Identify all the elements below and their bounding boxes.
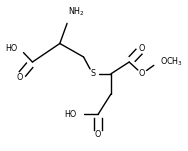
- Text: S: S: [90, 69, 95, 78]
- Text: O: O: [139, 69, 145, 78]
- Text: O: O: [17, 73, 23, 82]
- Text: O: O: [95, 130, 101, 139]
- Text: HO: HO: [64, 110, 76, 119]
- Text: NH$_2$: NH$_2$: [68, 6, 85, 18]
- Text: HO: HO: [6, 44, 18, 53]
- Text: O: O: [139, 44, 145, 53]
- Text: OCH$_3$: OCH$_3$: [160, 56, 183, 68]
